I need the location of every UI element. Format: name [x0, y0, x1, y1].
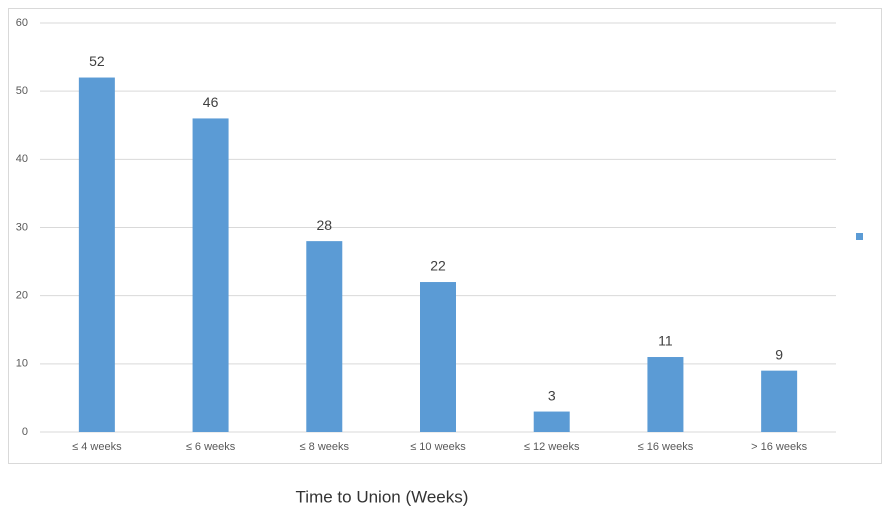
x-tick-label: > 16 weeks — [751, 441, 807, 453]
value-label: 3 — [548, 387, 556, 403]
bar — [78, 77, 115, 433]
value-label: 9 — [775, 346, 783, 362]
value-label: 11 — [658, 333, 673, 349]
y-tick-label: 30 — [16, 221, 28, 233]
y-tick-label: 10 — [16, 358, 28, 370]
x-axis-title: Time to Union (Weeks) — [296, 487, 469, 506]
bar — [533, 411, 570, 432]
y-tick-label: 60 — [16, 17, 28, 29]
x-tick-label: ≤ 8 weeks — [300, 441, 350, 453]
value-label: 28 — [316, 217, 332, 233]
y-tick-label: 0 — [22, 426, 28, 438]
bar — [192, 118, 229, 432]
value-label: 52 — [89, 53, 105, 69]
chart-frame — [8, 8, 882, 464]
y-tick-label: 50 — [16, 85, 28, 97]
bar — [420, 282, 456, 432]
value-label: 46 — [203, 94, 219, 110]
bar — [647, 357, 684, 432]
x-tick-label: ≤ 4 weeks — [72, 441, 122, 453]
x-tick-label: ≤ 10 weeks — [410, 441, 466, 453]
y-tick-label: 20 — [16, 290, 28, 302]
x-tick-label: ≤ 12 weeks — [524, 441, 580, 453]
value-label: 22 — [430, 258, 446, 274]
legend-marker — [856, 233, 863, 240]
bar — [761, 370, 798, 432]
x-tick-label: ≤ 16 weeks — [638, 441, 694, 453]
bar — [306, 241, 343, 432]
x-tick-label: ≤ 6 weeks — [186, 441, 236, 453]
y-tick-label: 40 — [16, 153, 28, 165]
